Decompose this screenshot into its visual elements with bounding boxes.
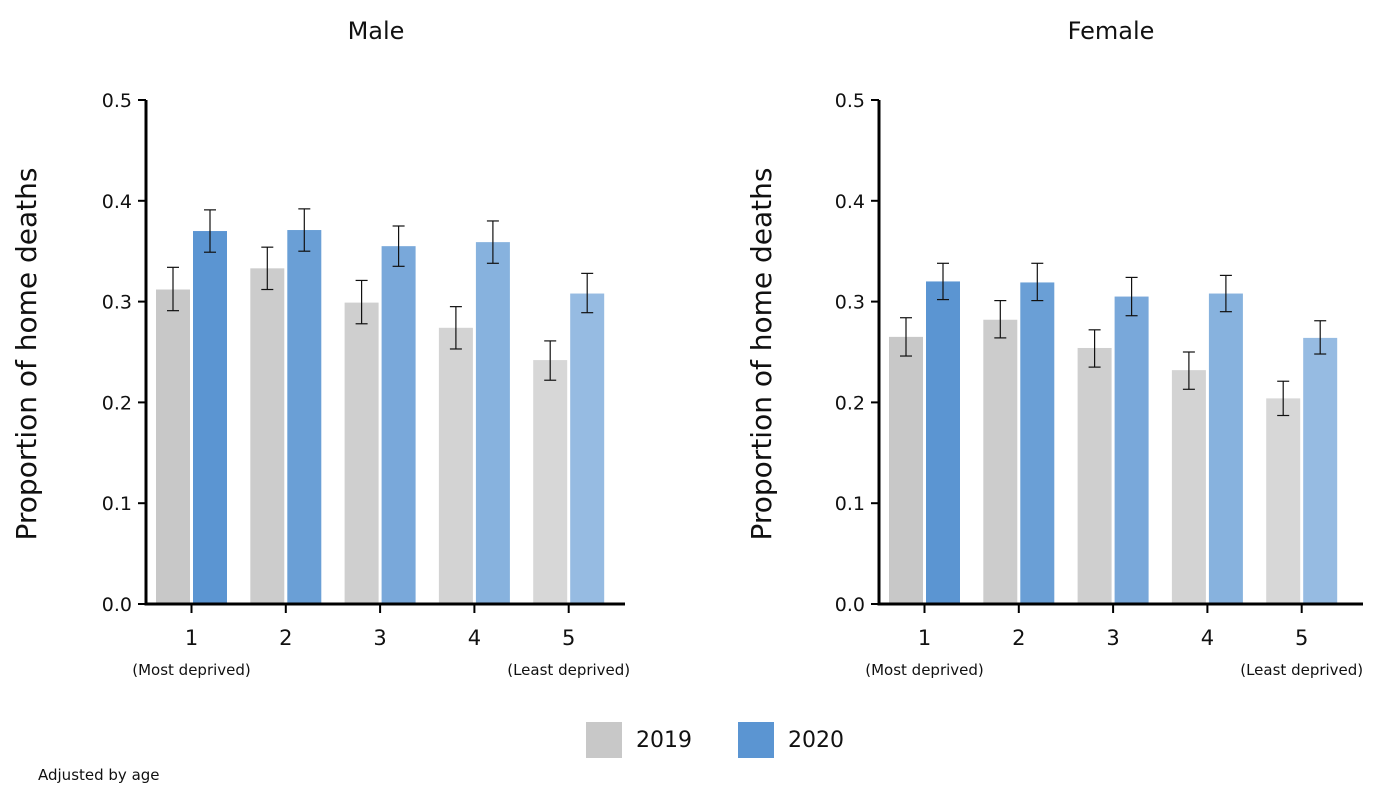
x-note-most-deprived: (Most deprived) <box>132 661 251 679</box>
bar-2020-3 <box>1114 296 1149 604</box>
bar-2020-1 <box>193 231 227 605</box>
bar-2019-2 <box>983 319 1018 604</box>
y-tick-label: 0.0 <box>835 594 865 616</box>
legend-item-2019: 2019 <box>586 722 692 758</box>
bar-2019-5 <box>1266 398 1301 604</box>
bar-2020-2 <box>287 230 322 605</box>
y-tick-label: 0.5 <box>835 90 865 112</box>
x-tick-label: 2 <box>279 626 292 650</box>
bar-2020-2 <box>1020 282 1055 604</box>
legend-label-2020: 2020 <box>788 727 844 753</box>
x-note-least-deprived: (Least deprived) <box>507 661 630 679</box>
y-axis-label: Proportion of home deaths <box>745 167 778 540</box>
x-tick-label: 3 <box>1106 626 1119 650</box>
x-tick-label: 1 <box>918 626 931 650</box>
bar-2019-3 <box>1077 347 1112 604</box>
y-tick-label: 0.1 <box>835 493 865 515</box>
y-tick-label: 0.0 <box>102 594 132 616</box>
y-tick-label: 0.4 <box>102 191 132 213</box>
x-tick-label: 5 <box>1295 626 1308 650</box>
x-tick-label: 4 <box>468 626 481 650</box>
legend-swatch-2019 <box>586 722 622 758</box>
x-tick-label: 1 <box>185 626 198 650</box>
bar-2020-3 <box>381 246 416 604</box>
bar-2019-2 <box>250 268 285 604</box>
y-axis-label: Proportion of home deaths <box>10 167 43 540</box>
y-tick-label: 0.1 <box>102 493 132 515</box>
x-tick-label: 4 <box>1201 626 1214 650</box>
x-note-most-deprived: (Most deprived) <box>865 661 984 679</box>
legend-swatch-2020 <box>738 722 774 758</box>
y-tick-label: 0.2 <box>102 392 132 414</box>
bar-2020-4 <box>1208 293 1243 604</box>
chart-title: Female <box>1068 17 1155 45</box>
bar-2019-1 <box>156 289 190 604</box>
bar-2019-3 <box>344 302 379 604</box>
bar-2019-4 <box>438 327 473 604</box>
legend: 2019 2020 <box>586 722 890 758</box>
legend-item-2020: 2020 <box>738 722 844 758</box>
bar-2019-5 <box>533 360 568 604</box>
x-tick-label: 5 <box>562 626 575 650</box>
x-tick-label: 2 <box>1012 626 1025 650</box>
y-tick-label: 0.2 <box>835 392 865 414</box>
x-note-least-deprived: (Least deprived) <box>1240 661 1363 679</box>
bar-2020-5 <box>1303 337 1338 604</box>
bar-2019-4 <box>1171 370 1206 604</box>
bar-2019-1 <box>889 336 923 604</box>
chart-title: Male <box>348 17 405 45</box>
y-tick-label: 0.4 <box>835 191 865 213</box>
footnote: Adjusted by age <box>38 766 160 784</box>
bar-2020-1 <box>926 281 960 604</box>
y-tick-label: 0.3 <box>102 292 132 314</box>
legend-label-2019: 2019 <box>636 727 692 753</box>
bar-2020-4 <box>475 242 510 605</box>
y-tick-label: 0.5 <box>102 90 132 112</box>
y-tick-label: 0.3 <box>835 292 865 314</box>
x-tick-label: 3 <box>373 626 386 650</box>
bar-2020-5 <box>570 293 605 604</box>
